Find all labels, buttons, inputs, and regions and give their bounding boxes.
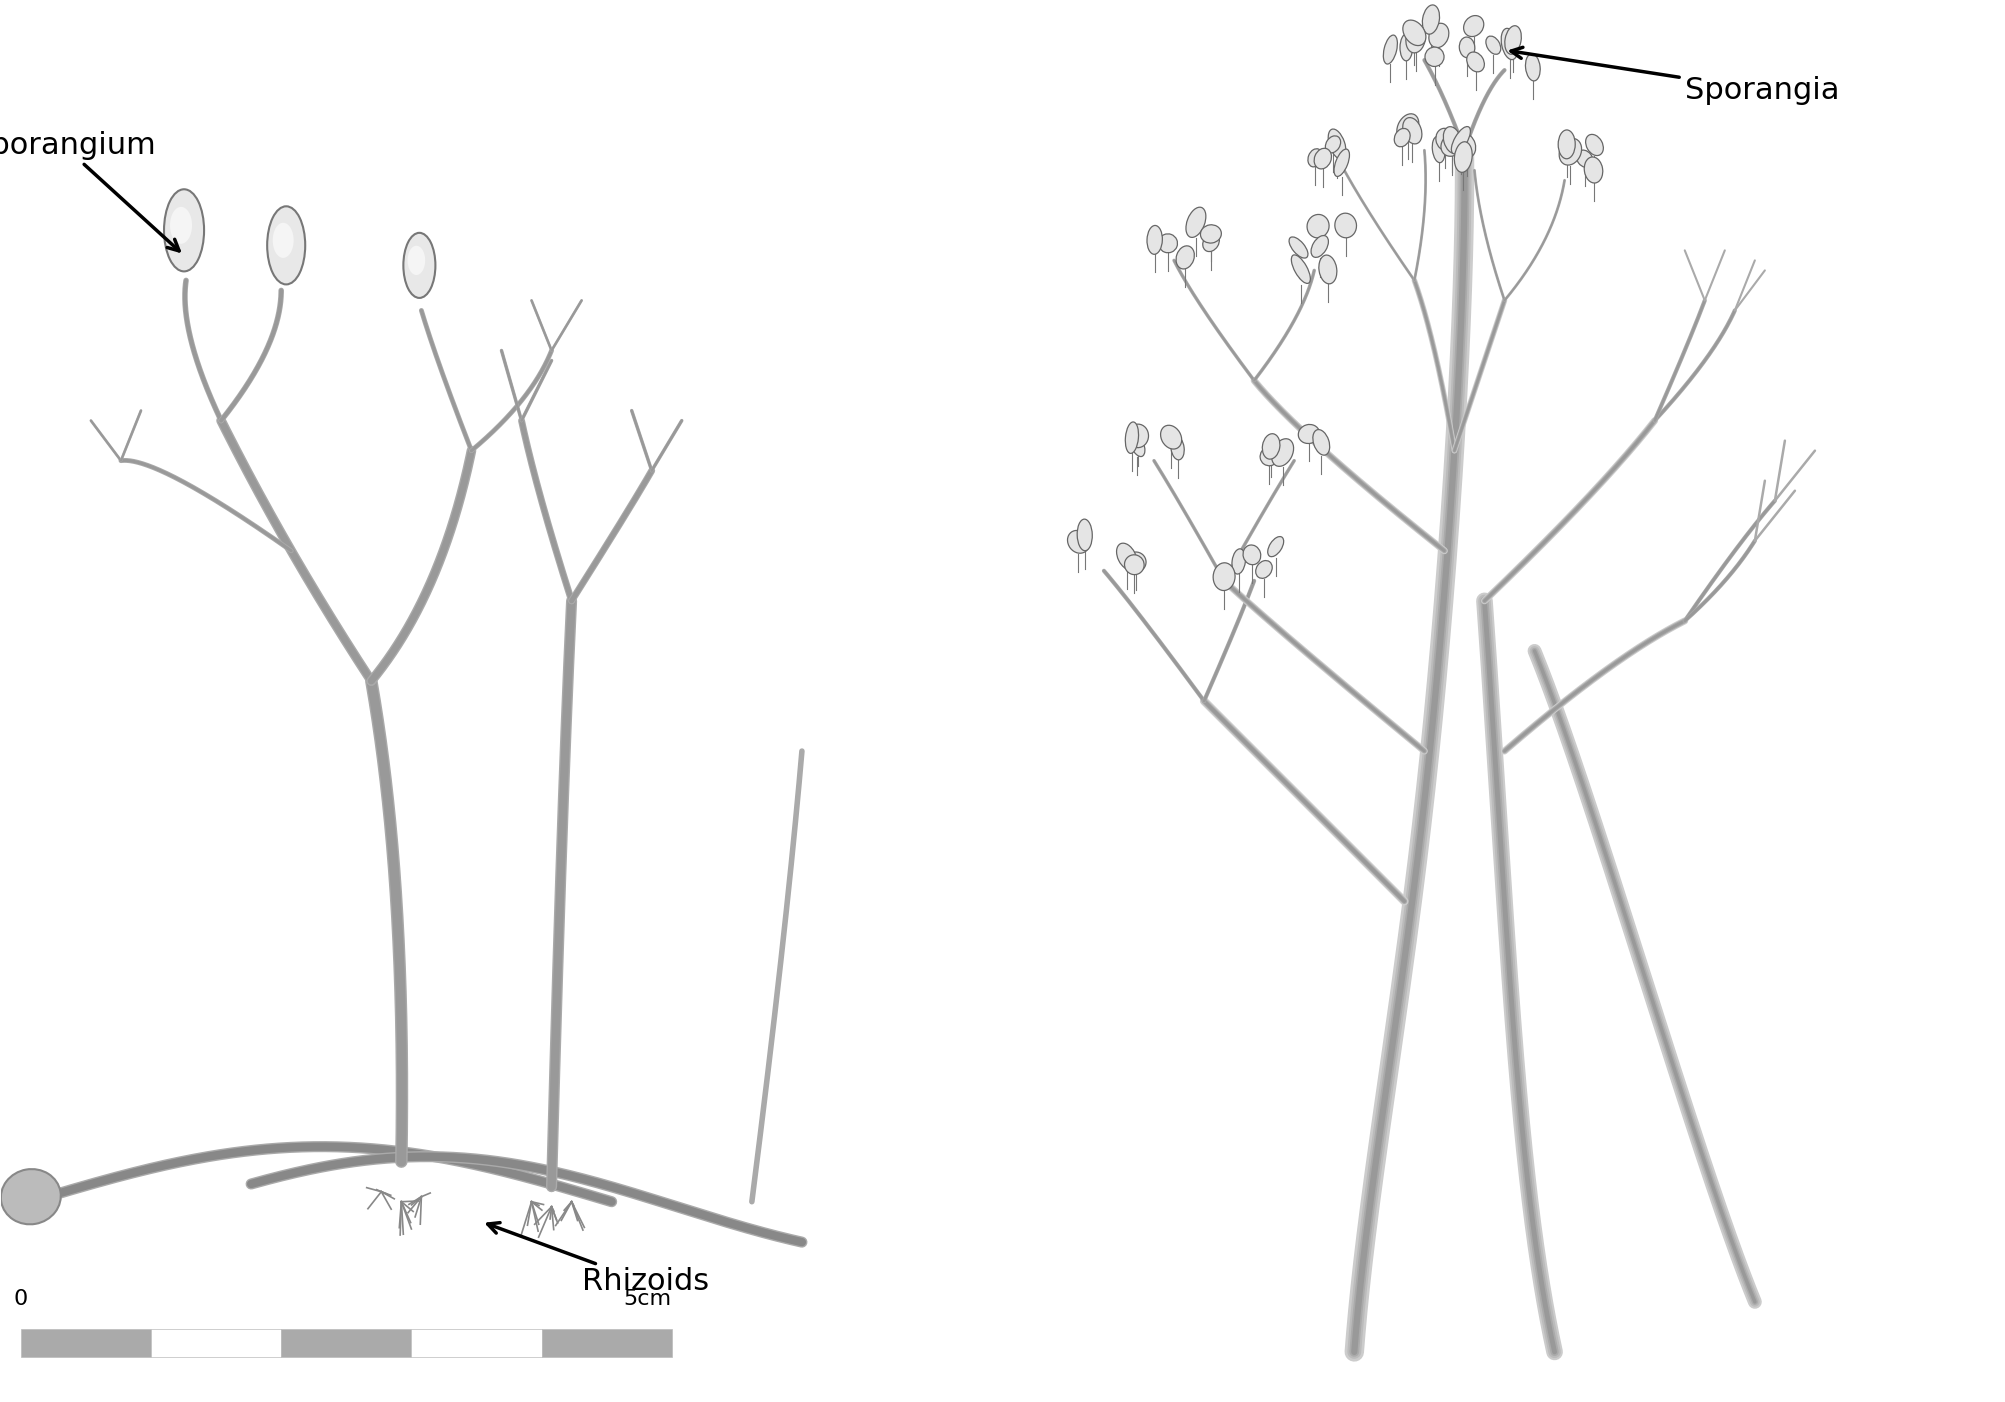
Ellipse shape	[1401, 118, 1422, 144]
Ellipse shape	[1231, 548, 1245, 573]
Ellipse shape	[1185, 207, 1205, 237]
Ellipse shape	[1311, 429, 1329, 456]
Ellipse shape	[1432, 136, 1444, 163]
Text: Sporangia: Sporangia	[1510, 48, 1839, 105]
Ellipse shape	[1333, 149, 1349, 177]
Text: Sporangium: Sporangium	[0, 130, 178, 251]
Ellipse shape	[1117, 543, 1137, 571]
Ellipse shape	[1401, 20, 1426, 46]
Ellipse shape	[1199, 224, 1221, 243]
Ellipse shape	[1500, 28, 1518, 60]
Ellipse shape	[1458, 36, 1474, 57]
Ellipse shape	[1307, 215, 1329, 238]
Ellipse shape	[1327, 129, 1345, 160]
Ellipse shape	[1147, 226, 1161, 254]
Bar	[541, 1329, 672, 1357]
Ellipse shape	[1125, 555, 1143, 575]
Ellipse shape	[1313, 149, 1331, 168]
Ellipse shape	[267, 206, 305, 285]
Ellipse shape	[1325, 136, 1339, 153]
Ellipse shape	[1213, 562, 1235, 590]
Ellipse shape	[1428, 24, 1448, 48]
Ellipse shape	[1464, 15, 1484, 36]
Ellipse shape	[0, 1169, 60, 1224]
Ellipse shape	[1271, 439, 1293, 467]
Ellipse shape	[1317, 255, 1335, 283]
Ellipse shape	[1067, 530, 1089, 554]
Ellipse shape	[1395, 114, 1418, 140]
Ellipse shape	[1584, 135, 1602, 156]
Bar	[20, 1329, 150, 1357]
Ellipse shape	[1259, 447, 1277, 465]
Ellipse shape	[1466, 52, 1484, 72]
Ellipse shape	[1297, 425, 1319, 443]
Ellipse shape	[1161, 425, 1181, 449]
Bar	[281, 1329, 411, 1357]
Ellipse shape	[1077, 519, 1093, 551]
Ellipse shape	[1243, 545, 1259, 565]
Ellipse shape	[1406, 25, 1426, 53]
Ellipse shape	[1444, 126, 1460, 153]
Ellipse shape	[1255, 561, 1271, 579]
Ellipse shape	[1486, 36, 1500, 55]
Ellipse shape	[1558, 139, 1580, 165]
Ellipse shape	[1399, 34, 1412, 60]
Ellipse shape	[1333, 213, 1355, 238]
Text: Rhizoids: Rhizoids	[487, 1223, 708, 1297]
Ellipse shape	[1393, 129, 1410, 147]
Ellipse shape	[1436, 129, 1454, 150]
Ellipse shape	[170, 207, 192, 244]
Ellipse shape	[1289, 237, 1307, 258]
Text: 0: 0	[14, 1288, 28, 1309]
Ellipse shape	[407, 245, 425, 275]
Ellipse shape	[1440, 133, 1462, 156]
Ellipse shape	[273, 223, 293, 258]
Ellipse shape	[1175, 245, 1193, 269]
Ellipse shape	[1291, 255, 1309, 283]
Ellipse shape	[1129, 432, 1145, 457]
Ellipse shape	[1267, 537, 1283, 557]
Ellipse shape	[1504, 25, 1520, 55]
Ellipse shape	[1458, 135, 1476, 157]
Ellipse shape	[164, 189, 205, 272]
Ellipse shape	[1171, 436, 1183, 460]
Ellipse shape	[1558, 130, 1574, 158]
Ellipse shape	[1452, 126, 1470, 154]
Bar	[411, 1329, 541, 1357]
Ellipse shape	[1422, 6, 1440, 34]
Ellipse shape	[1127, 425, 1149, 447]
Ellipse shape	[1576, 150, 1592, 167]
Ellipse shape	[1383, 35, 1397, 64]
Ellipse shape	[1454, 142, 1472, 172]
Ellipse shape	[1584, 157, 1602, 184]
Ellipse shape	[1157, 234, 1177, 252]
Ellipse shape	[1125, 552, 1145, 572]
Ellipse shape	[1424, 48, 1444, 66]
Ellipse shape	[403, 233, 435, 299]
Ellipse shape	[1203, 233, 1219, 251]
Ellipse shape	[1307, 149, 1321, 167]
Text: 5cm: 5cm	[624, 1288, 672, 1309]
Ellipse shape	[1524, 53, 1540, 81]
Bar	[150, 1329, 281, 1357]
Ellipse shape	[1261, 433, 1279, 458]
Ellipse shape	[1125, 422, 1139, 453]
Ellipse shape	[1311, 236, 1327, 258]
